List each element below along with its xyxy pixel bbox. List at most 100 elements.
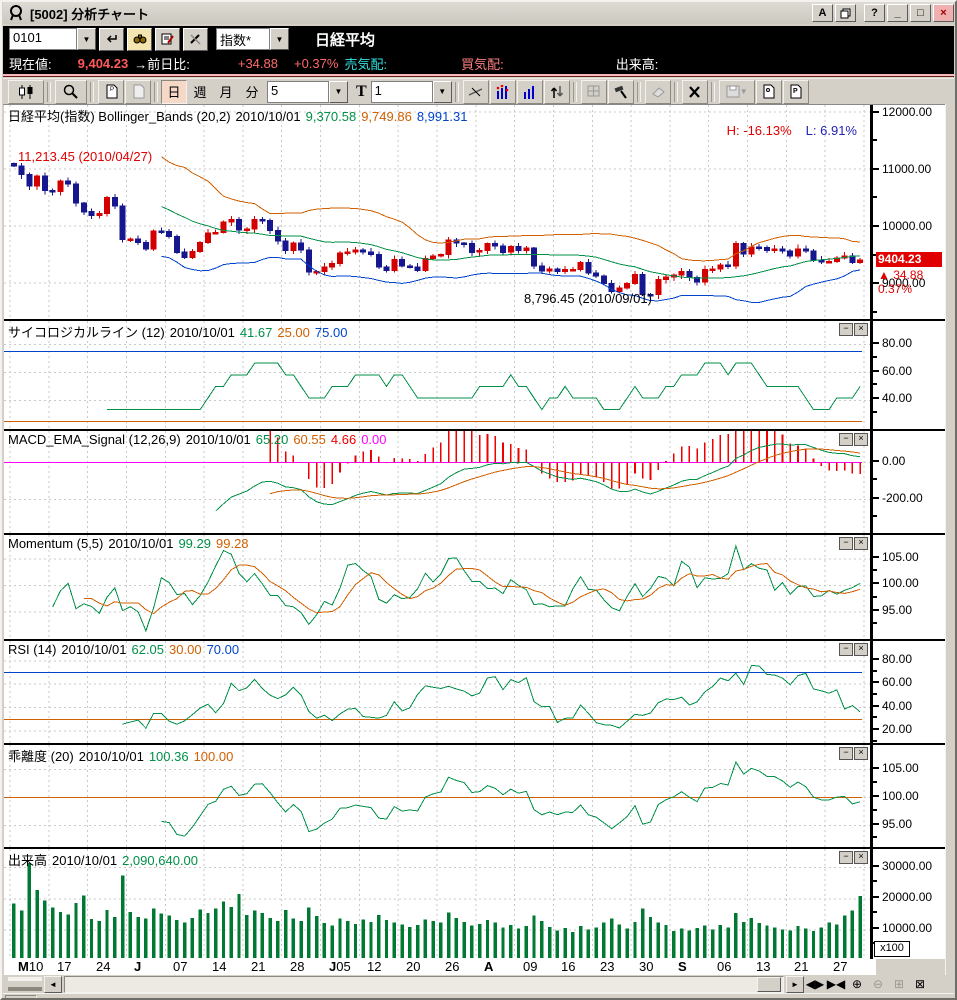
splitter-grip[interactable]: [8, 977, 42, 991]
period-minute-button[interactable]: 分: [239, 79, 265, 104]
panel-minimize-button[interactable]: −: [839, 323, 853, 336]
copy-page-button[interactable]: [125, 79, 151, 104]
category-dropdown-button[interactable]: ▼: [270, 28, 289, 50]
search-button[interactable]: [127, 27, 152, 51]
close-button[interactable]: ×: [933, 4, 954, 22]
type-dropdown-button[interactable]: ▼: [432, 80, 452, 103]
xaxis-label: M10: [18, 959, 44, 974]
report-page-button[interactable]: [755, 79, 782, 104]
scrollbar-thumb[interactable]: [757, 976, 781, 992]
trendline-button[interactable]: [462, 79, 489, 104]
memo-button[interactable]: [155, 27, 180, 51]
indicator-readout: 70.00: [206, 642, 240, 657]
axis-tick: [873, 168, 879, 170]
delete-all-button[interactable]: [681, 79, 708, 104]
indicator-readout: 0.00: [361, 432, 387, 447]
scroll-right-button[interactable]: ►: [786, 975, 804, 993]
panel-minimize-button[interactable]: −: [839, 643, 853, 656]
copy-window-icon: [840, 8, 851, 18]
indicator-readout: 65.20: [255, 432, 289, 447]
indicator-readout: 60.55: [293, 432, 326, 447]
xaxis-label: J05: [329, 959, 351, 974]
grid-icon: [587, 85, 600, 97]
maximize-button[interactable]: □: [910, 4, 931, 22]
indicator-title: 日経平均(指数) Bollinger_Bands (20,2): [8, 109, 231, 124]
high-low-readout: H: -16.13% L: 6.91%: [727, 123, 857, 138]
delete-x-icon: [689, 85, 700, 98]
xaxis-label: 21: [251, 959, 266, 974]
resize-notch: [5, 995, 37, 1000]
type-select[interactable]: 1: [370, 80, 433, 103]
panel-close-button[interactable]: ×: [854, 643, 868, 656]
prev-next-button[interactable]: ◀▶: [805, 976, 825, 992]
category-select[interactable]: 指数*: [216, 28, 270, 50]
collapse-button[interactable]: ▶◀: [826, 976, 846, 992]
help-button[interactable]: ?: [864, 4, 885, 22]
period-week-button[interactable]: 週: [187, 79, 213, 104]
candlestick-chart-button[interactable]: [8, 79, 44, 104]
current-price-pct: 0.37%: [878, 282, 913, 296]
axis-tick-label: 9000.00: [882, 276, 926, 290]
indicator-readout: 100.00: [193, 749, 234, 764]
copy-window-button[interactable]: [835, 4, 856, 22]
axis-minor-tick: [873, 880, 877, 882]
panel-close-button[interactable]: ×: [854, 433, 868, 446]
panel-minimize-button[interactable]: −: [839, 433, 853, 446]
axis-tick: [873, 370, 879, 372]
panel-close-button[interactable]: ×: [854, 851, 868, 864]
axis-tick-label: 105.00: [882, 550, 919, 564]
axis-tick-label: 60.00: [882, 675, 913, 689]
print-page-button[interactable]: P: [782, 79, 809, 104]
axis-tick: [873, 497, 879, 499]
annotation-button[interactable]: A: [812, 4, 833, 22]
indicator-title: 出来高: [8, 853, 48, 868]
panel-minimize-button[interactable]: −: [839, 851, 853, 864]
close-chart-button[interactable]: ⊠: [910, 976, 930, 992]
grid-layout-button[interactable]: [580, 79, 607, 104]
panel-psych: サイコロジカルライン (12) 2010/10/01 41.67 25.00 75.00…: [4, 319, 945, 431]
xaxis-label: 27: [833, 959, 848, 974]
period-day-button[interactable]: 日: [161, 79, 187, 104]
ask-label: 売気配:: [344, 56, 388, 72]
up-down-arrows-icon: [550, 85, 563, 98]
axis-tick-label: 0.00: [882, 454, 906, 468]
panel-close-button[interactable]: ×: [854, 747, 868, 760]
axis-minor-tick: [873, 911, 877, 913]
zoom-in-button[interactable]: ⊕: [847, 976, 867, 992]
panel-header-momentum: Momentum (5,5) 2010/10/01 99.29 99.28: [8, 536, 254, 551]
settings-tools-button[interactable]: [607, 79, 634, 104]
title-bar[interactable]: [5002] 分析チャート A ? _ □ ×: [3, 2, 954, 24]
eraser-button[interactable]: [644, 79, 671, 104]
panel-minimize-button[interactable]: −: [839, 747, 853, 760]
minimize-button[interactable]: _: [887, 4, 908, 22]
grid-view-button[interactable]: ⊞: [889, 976, 909, 992]
sort-updown-button[interactable]: [543, 79, 570, 104]
bars-dropdown-button[interactable]: ▼: [329, 80, 348, 103]
axis-tick: [873, 705, 879, 707]
zoom-out-button[interactable]: ⊖: [868, 976, 888, 992]
code-dropdown-button[interactable]: ▼: [77, 28, 96, 50]
zoom-select-button[interactable]: [55, 79, 87, 104]
scrollbar-track[interactable]: [64, 975, 784, 993]
axis-tick: [873, 225, 879, 227]
bars-select[interactable]: 5: [267, 80, 329, 103]
indicator-date: 2010/10/01: [108, 536, 174, 551]
scroll-left-button[interactable]: ◄: [44, 975, 62, 993]
draw-off-button[interactable]: [183, 27, 208, 51]
new-page-button[interactable]: P: [98, 79, 124, 104]
volume-bars-button[interactable]: [516, 79, 543, 104]
panel-minimize-button[interactable]: −: [839, 537, 853, 550]
xaxis-labels: M10 17 24 J 07 14 21 28 J05 12 20 26 A 09 16 23 30 S 06 13 2…: [4, 958, 876, 975]
panel-close-button[interactable]: ×: [854, 537, 868, 550]
instrument-name: 日経平均: [315, 31, 376, 49]
panel-macd: MACD_EMA_Signal (12,26,9) 2010/10/01 65.20…: [4, 429, 945, 535]
panel-controls-momentum: − ×: [838, 537, 868, 550]
enter-button[interactable]: [99, 27, 124, 51]
indicator-bars-button[interactable]: [489, 79, 516, 104]
period-month-button[interactable]: 月: [213, 79, 239, 104]
panel-close-button[interactable]: ×: [854, 323, 868, 336]
axis-tick-label: 80.00: [882, 652, 913, 666]
code-input[interactable]: 0101: [9, 28, 77, 50]
panel-header-volume: 出来高 2010/10/01 2,090,640.00: [8, 850, 203, 869]
save-button[interactable]: ▼: [718, 79, 755, 104]
